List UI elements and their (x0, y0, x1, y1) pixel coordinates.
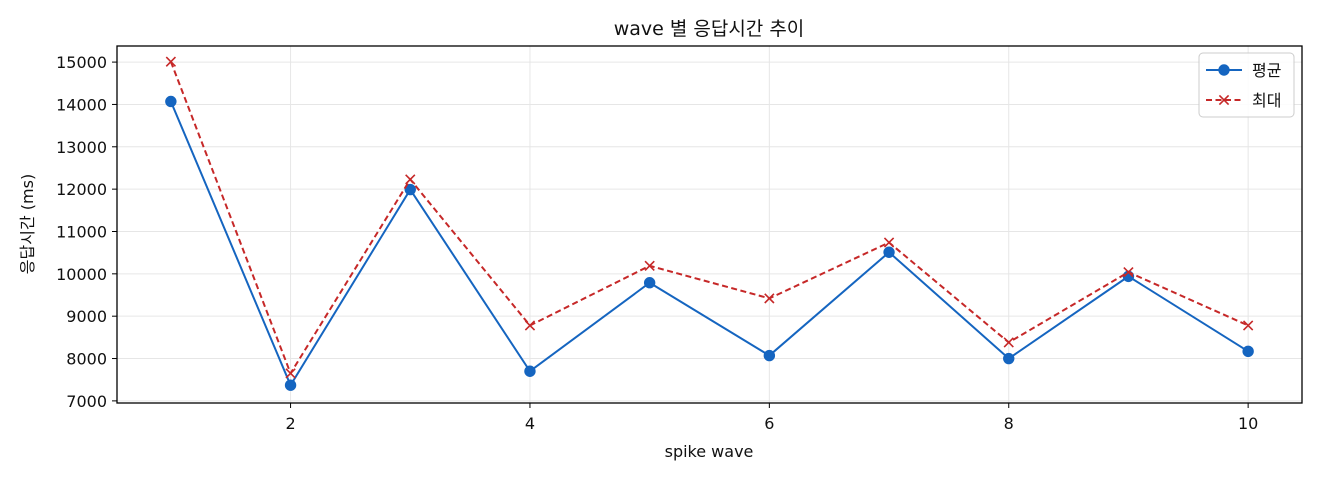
x-tick-label: 2 (285, 414, 295, 433)
data-point (883, 237, 895, 248)
data-point (165, 95, 177, 108)
data-point (524, 365, 536, 377)
data-point (1242, 345, 1254, 358)
x-tick-label: 8 (1004, 414, 1014, 433)
data-point (764, 293, 775, 304)
data-point (1242, 320, 1254, 331)
y-axis-label: 응답시간 (ms) (18, 174, 37, 274)
data-point (1003, 337, 1014, 348)
series-max (165, 56, 1254, 379)
data-point (763, 349, 776, 362)
x-tick-label: 6 (764, 414, 774, 433)
data-point (1003, 352, 1015, 365)
legend-item: 평균 (1206, 61, 1281, 80)
axis-ticks: 2 4 6 8 10 7000 8000 9000 10000 11000 12000 13000 14… (56, 53, 1258, 433)
chart-title: wave 별 응답시간 추이 (614, 18, 805, 40)
y-tick-label: 12000 (56, 180, 107, 199)
y-tick-label: 14000 (56, 95, 107, 114)
data-point (643, 277, 656, 289)
data-point (405, 174, 416, 185)
series-average (165, 95, 1254, 391)
x-tick-label: 4 (525, 414, 535, 433)
plot-area (116, 45, 1303, 404)
data-point (284, 379, 297, 391)
data-point (404, 183, 416, 196)
grid (117, 46, 1302, 403)
data-point (165, 56, 177, 67)
y-tick-label: 13000 (56, 138, 107, 157)
legend-marker (1218, 64, 1230, 76)
data-point (285, 368, 296, 379)
x-tick-label: 10 (1238, 414, 1258, 433)
y-tick-label: 11000 (56, 222, 107, 241)
legend-label: 최대 (1252, 91, 1281, 110)
legend-marker (1218, 94, 1230, 106)
x-axis-label: spike wave (665, 442, 754, 461)
series-line (169, 61, 1249, 375)
legend-label: 평균 (1252, 61, 1281, 80)
data-point (524, 320, 536, 331)
y-tick-label: 10000 (56, 265, 107, 284)
y-tick-label: 7000 (66, 392, 107, 411)
data-point (883, 246, 895, 258)
legend-item: 최대 (1206, 91, 1281, 110)
y-tick-label: 8000 (66, 350, 107, 369)
data-point (1123, 266, 1134, 278)
y-tick-label: 9000 (66, 307, 107, 326)
series-line (169, 101, 1249, 387)
data-point (644, 260, 655, 271)
y-tick-label: 15000 (56, 53, 107, 72)
series-layer (165, 56, 1254, 391)
